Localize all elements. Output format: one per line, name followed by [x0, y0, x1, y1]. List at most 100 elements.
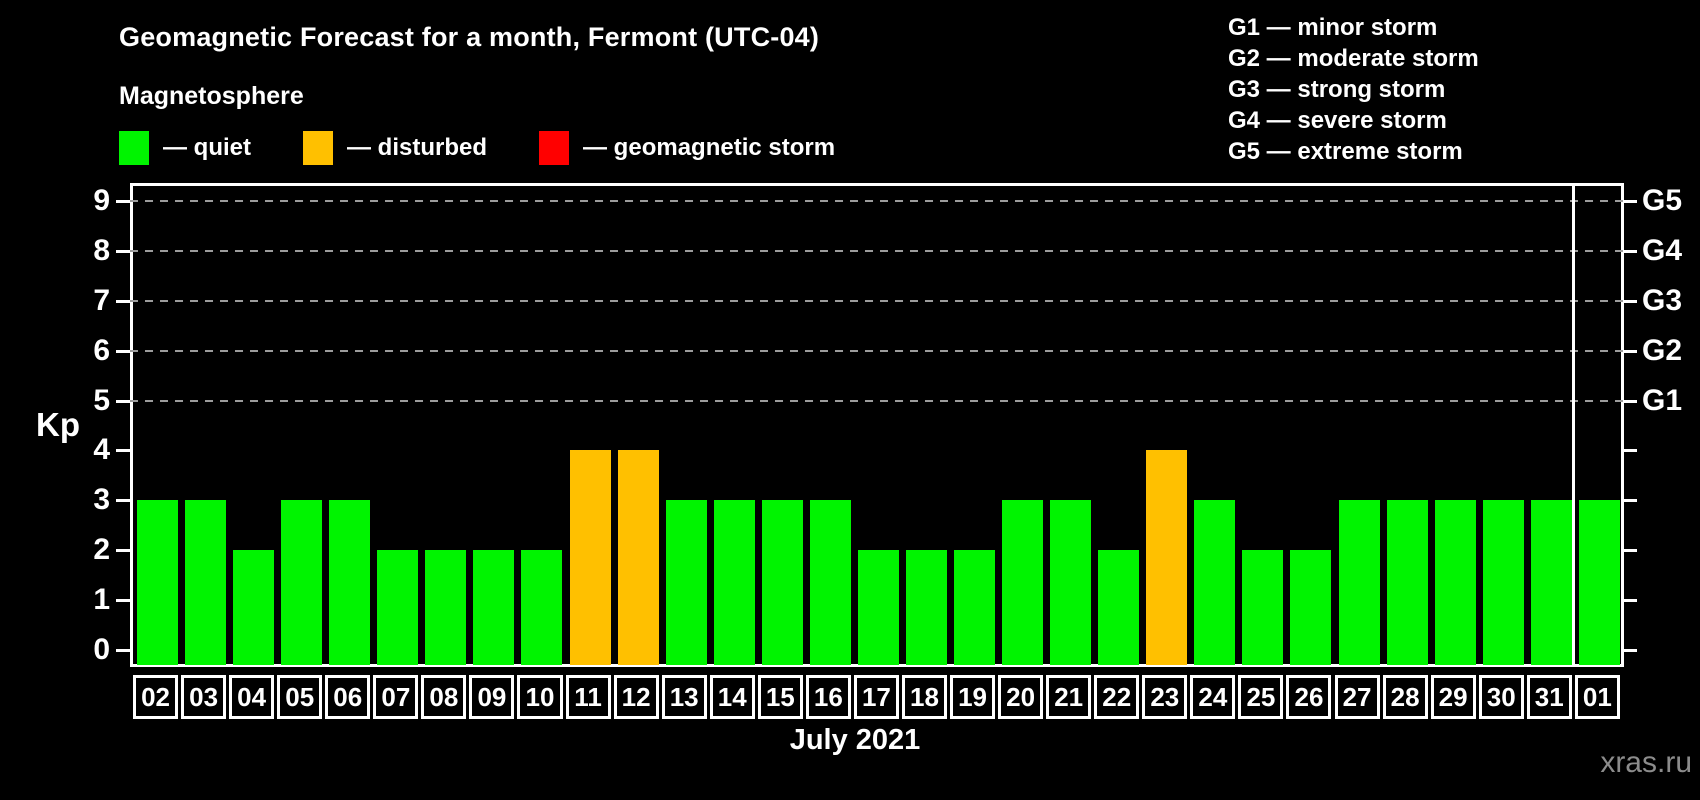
- y-tick-right-0: [1624, 649, 1637, 652]
- y-tick-right-1: [1624, 599, 1637, 603]
- x-label-day-18: 18: [901, 675, 947, 719]
- x-label-day-20: 20: [998, 675, 1044, 719]
- y-tick-right-3: [1624, 499, 1637, 503]
- x-label-day-29: 29: [1430, 675, 1476, 719]
- storm-scale-line: G3 — strong storm: [1228, 76, 1446, 103]
- kp-bar-day-06: [329, 500, 371, 665]
- kp-bar-day-24: [1194, 500, 1236, 665]
- kp-bar-day-31: [1530, 500, 1572, 665]
- kp-bar-day-18: [905, 550, 947, 665]
- legend-label: — disturbed: [347, 134, 488, 161]
- chart-title: Geomagnetic Forecast for a month, Fermon…: [119, 22, 820, 52]
- storm-scale-legend: G1 — minor storm G2 — moderate storm G3 — …: [1228, 12, 1479, 167]
- kp-bar-day-16: [809, 500, 851, 665]
- y-tick-label-8: 8: [93, 233, 110, 267]
- kp-bar-day-12: [617, 450, 659, 665]
- kp-bar-day-11: [569, 450, 611, 665]
- y-tick-right-5: [1624, 399, 1637, 403]
- x-label-day-13: 13: [661, 675, 707, 719]
- y-tick-label-7: 7: [93, 283, 110, 317]
- storm-color-swatch: [539, 131, 570, 165]
- kp-bar-day-13: [665, 500, 707, 665]
- x-label-day-09: 09: [469, 675, 515, 719]
- kp-bar-day-15: [761, 500, 803, 665]
- right-axis-label-G1: G1: [1642, 383, 1683, 417]
- gridline-kp7: [130, 299, 1624, 302]
- y-tick-label-9: 9: [93, 183, 110, 217]
- x-label-day-06: 06: [325, 675, 371, 719]
- x-label-day-02: 02: [133, 675, 179, 719]
- x-label-day-31: 31: [1526, 675, 1572, 719]
- legend-label: — geomagnetic storm: [583, 134, 836, 161]
- storm-scale-line: G4 — severe storm: [1228, 107, 1447, 134]
- right-axis-label-G3: G3: [1642, 283, 1683, 317]
- disturbed-color-swatch: [303, 131, 333, 165]
- y-tick-label-2: 2: [93, 533, 110, 567]
- x-label-day-27: 27: [1334, 675, 1380, 719]
- x-label-day-23: 23: [1142, 675, 1188, 719]
- legend-item-disturbed: — disturbed: [303, 131, 487, 165]
- kp-bar-day-10: [521, 550, 563, 665]
- gridline-kp9: [130, 199, 1624, 202]
- x-label-day-11: 11: [565, 675, 611, 719]
- y-tick-left-8: [116, 249, 130, 253]
- y-tick-label-1: 1: [93, 583, 110, 617]
- kp-bar-day-01: [1578, 500, 1620, 665]
- kp-bar-day-30: [1482, 500, 1524, 665]
- x-label-day-01: 01: [1574, 675, 1620, 719]
- x-label-day-04: 04: [229, 675, 275, 719]
- y-tick-left-0: [116, 649, 130, 652]
- y-tick-label-5: 5: [93, 383, 110, 417]
- kp-bar-day-09: [473, 550, 515, 665]
- kp-bar-day-26: [1290, 550, 1332, 665]
- x-axis-label: July 2021: [789, 724, 921, 756]
- x-label-day-22: 22: [1094, 675, 1140, 719]
- y-tick-right-8: [1624, 249, 1637, 253]
- kp-bar-day-27: [1338, 500, 1380, 665]
- x-label-day-12: 12: [613, 675, 659, 719]
- storm-scale-line: G2 — moderate storm: [1228, 45, 1479, 72]
- x-label-day-26: 26: [1286, 675, 1332, 719]
- legend-label: — quiet: [163, 134, 251, 161]
- y-tick-left-6: [116, 349, 130, 353]
- kp-bar-day-21: [1050, 500, 1092, 665]
- x-label-day-10: 10: [517, 675, 563, 719]
- y-tick-right-6: [1624, 349, 1637, 353]
- kp-bar-day-03: [185, 500, 227, 665]
- gridline-kp5: [130, 399, 1624, 402]
- storm-scale-line: G1 — minor storm: [1228, 14, 1438, 41]
- y-tick-label-4: 4: [93, 433, 110, 467]
- y-tick-right-7: [1624, 299, 1637, 303]
- y-tick-left-5: [116, 399, 130, 403]
- kp-bar-day-05: [281, 500, 323, 665]
- kp-bar-day-29: [1434, 500, 1476, 665]
- y-tick-left-2: [116, 549, 130, 553]
- legend-item-storm: — geomagnetic storm: [539, 131, 835, 165]
- x-label-day-07: 07: [373, 675, 419, 719]
- x-label-day-21: 21: [1046, 675, 1092, 719]
- x-label-day-30: 30: [1478, 675, 1524, 719]
- month-separator-line: [1571, 183, 1575, 667]
- y-tick-label-0: 0: [93, 633, 110, 666]
- y-tick-label-3: 3: [93, 483, 110, 517]
- y-tick-left-7: [116, 299, 130, 303]
- kp-bar-day-28: [1386, 500, 1428, 665]
- legend-item-quiet: — quiet: [119, 131, 251, 165]
- kp-bar-day-25: [1242, 550, 1284, 665]
- x-label-day-16: 16: [805, 675, 851, 719]
- x-label-day-17: 17: [853, 675, 899, 719]
- kp-bar-day-23: [1146, 450, 1188, 665]
- y-tick-right-9: [1624, 199, 1637, 203]
- kp-bar-day-17: [857, 550, 899, 665]
- x-label-day-05: 05: [277, 675, 323, 719]
- y-axis-label: Kp: [36, 406, 80, 443]
- kp-bar-day-19: [954, 550, 996, 665]
- y-tick-left-4: [116, 449, 130, 453]
- quiet-color-swatch: [119, 131, 149, 165]
- x-label-day-24: 24: [1190, 675, 1236, 719]
- y-tick-right-2: [1624, 549, 1637, 553]
- x-label-day-15: 15: [757, 675, 803, 719]
- y-tick-left-9: [116, 199, 130, 203]
- right-axis-label-G5: G5: [1642, 183, 1683, 217]
- kp-bar-day-08: [425, 550, 467, 665]
